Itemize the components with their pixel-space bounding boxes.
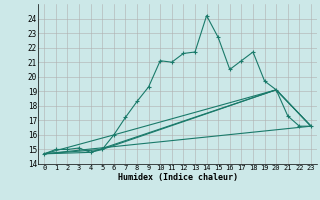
X-axis label: Humidex (Indice chaleur): Humidex (Indice chaleur) [118,173,238,182]
